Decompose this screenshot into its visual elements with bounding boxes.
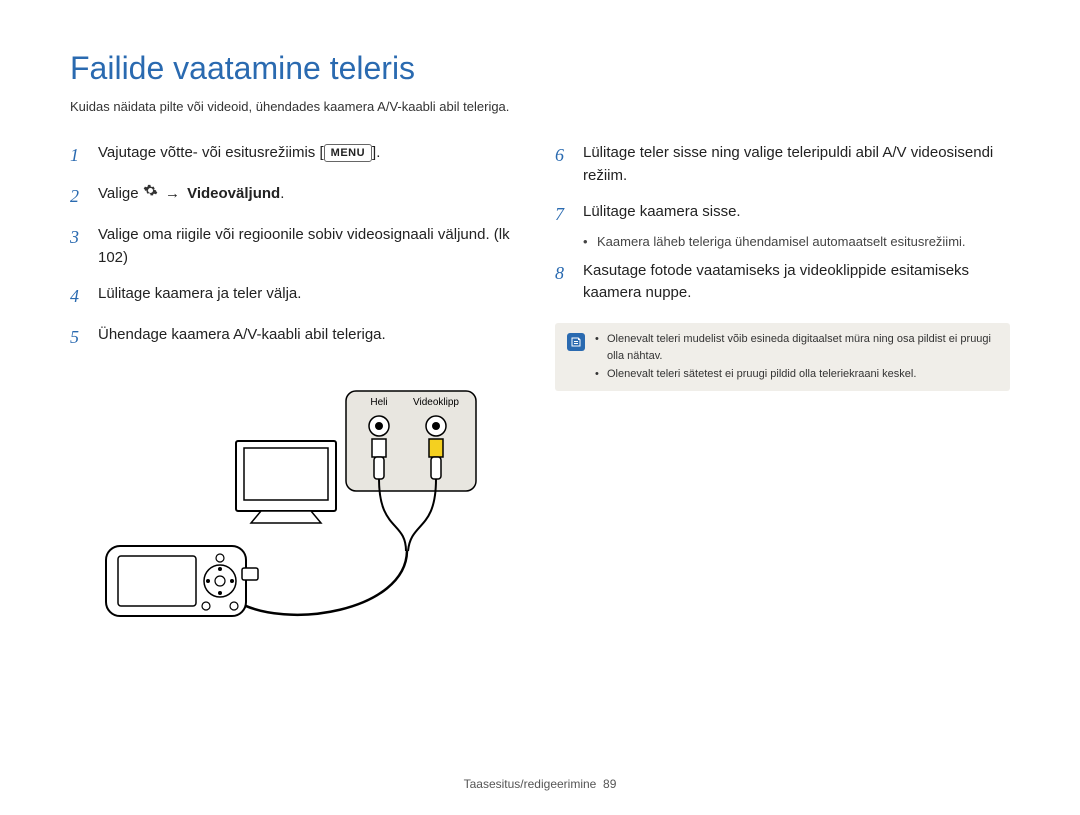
- gear-icon: [143, 183, 158, 206]
- step-text: Lülitage kaamera ja teler välja.: [98, 283, 301, 310]
- step-text: Valige oma riigile või regioonile sobiv …: [98, 224, 525, 269]
- step-number: 8: [555, 260, 583, 305]
- note-list: Olenevalt teleri mudelist võib esineda d…: [595, 331, 998, 384]
- video-label: Videoklipp: [413, 397, 459, 408]
- right-column: 6 Lülitage teler sisse ning valige teler…: [555, 142, 1010, 656]
- step-5: 5 Ühendage kaamera A/V-kaabli abil teler…: [70, 324, 525, 351]
- footer-text: Taasesitus/redigeerimine: [464, 777, 597, 791]
- step-number: 3: [70, 224, 98, 269]
- arrow-icon: →: [165, 183, 180, 206]
- step-text: Valige → Videoväljund.: [98, 183, 284, 210]
- step-6: 6 Lülitage teler sisse ning valige teler…: [555, 142, 1010, 187]
- step-3: 3 Valige oma riigile või regioonile sobi…: [70, 224, 525, 269]
- step-text: Lülitage teler sisse ning valige telerip…: [583, 142, 1010, 187]
- step-text: Ühendage kaamera A/V-kaabli abil telerig…: [98, 324, 386, 351]
- step-text: Vajutage võtte- või esitusrežiimis [MENU…: [98, 142, 380, 169]
- note-icon: [567, 333, 585, 351]
- step-text: Kasutage fotode vaatamiseks ja videoklip…: [583, 260, 1010, 305]
- step-number: 6: [555, 142, 583, 187]
- text: Valige: [98, 185, 143, 202]
- text: ].: [372, 144, 380, 161]
- note-item: Olenevalt teleri mudelist võib esineda d…: [595, 331, 998, 366]
- note-box: Olenevalt teleri mudelist võib esineda d…: [555, 323, 1010, 392]
- step-4: 4 Lülitage kaamera ja teler välja.: [70, 283, 525, 310]
- text: Vajutage võtte- või esitusrežiimis [: [98, 144, 324, 161]
- page-footer: Taasesitus/redigeerimine 89: [0, 777, 1080, 791]
- note-item: Olenevalt teleri sätetest ei pruugi pild…: [595, 366, 998, 384]
- footer-page: 89: [603, 777, 616, 791]
- step-number: 2: [70, 183, 98, 210]
- audio-label: Heli: [370, 397, 387, 408]
- menu-button-icon: MENU: [324, 144, 372, 163]
- step-number: 7: [555, 201, 583, 228]
- bold-text: Videoväljund: [187, 185, 280, 202]
- step-7: 7 Lülitage kaamera sisse.: [555, 201, 1010, 228]
- text: .: [280, 185, 284, 202]
- step-number: 5: [70, 324, 98, 351]
- step-number: 1: [70, 142, 98, 169]
- step-text: Lülitage kaamera sisse.: [583, 201, 741, 228]
- page-subtitle: Kuidas näidata pilte või videoid, ühenda…: [70, 99, 1010, 114]
- connection-diagram: Heli Videoklipp: [70, 371, 525, 656]
- step-8: 8 Kasutage fotode vaatamiseks ja videokl…: [555, 260, 1010, 305]
- left-column: 1 Vajutage võtte- või esitusrežiimis [ME…: [70, 142, 525, 656]
- step-1: 1 Vajutage võtte- või esitusrežiimis [ME…: [70, 142, 525, 169]
- content-columns: 1 Vajutage võtte- või esitusrežiimis [ME…: [70, 142, 1010, 656]
- page-title: Failide vaatamine teleris: [70, 50, 1010, 87]
- step-number: 4: [70, 283, 98, 310]
- step-2: 2 Valige → Videoväljund.: [70, 183, 525, 210]
- step-7-sub: Kaamera läheb teleriga ühendamisel autom…: [583, 232, 1010, 252]
